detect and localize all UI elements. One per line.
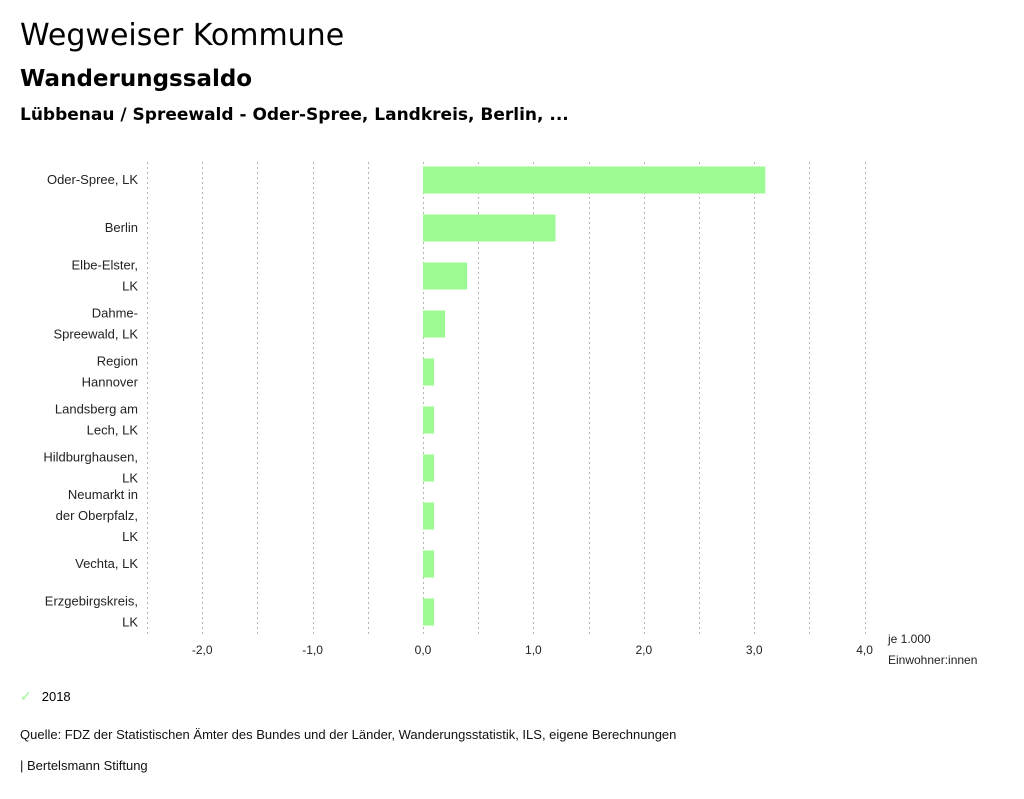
category-labels: Oder-Spree, LK Berlin Elbe-Elster, LK Dahme-… [43,172,138,630]
legend-label: 2018 [41,689,71,704]
bar[interactable] [423,598,435,626]
chart-subtitle: Wanderungssaldo [20,66,253,92]
x-tick-label: 0,0 [415,643,432,657]
bar[interactable] [423,262,468,290]
category-label: Vechta, LK [75,556,138,571]
bar[interactable] [423,166,766,194]
x-tick-label: -1,0 [302,643,323,657]
bar[interactable] [423,406,435,434]
x-tick-label: 1,0 [525,643,542,657]
bar[interactable] [423,310,446,338]
category-label: Hildburghausen, LK [43,450,138,486]
bar-chart: Oder-Spree, LK Berlin Elbe-Elster, LK Dahme-… [43,162,977,667]
x-axis-unit-label: je 1.000 Einwohner:innen [887,632,977,667]
credit-note: | Bertelsmann Stiftung [20,758,148,773]
bar[interactable] [423,214,556,242]
page-title: Wegweiser Kommune [20,18,345,53]
bar[interactable] [423,502,435,530]
bar[interactable] [423,454,435,482]
source-note: Quelle: FDZ der Statistischen Ämter des … [20,727,677,742]
x-tick-label: 4,0 [856,643,873,657]
bar[interactable] [423,550,435,578]
bar[interactable] [423,358,435,386]
legend-item-2018[interactable]: ✓ 2018 [20,688,71,705]
category-label: Elbe-Elster, LK [72,258,139,294]
bars [423,166,766,626]
region-context: Lübbenau / Spreewald - Oder-Spree, Landk… [20,105,569,125]
x-tick-labels: -2,0 -1,0 0,0 1,0 2,0 3,0 4,0 [192,643,873,657]
x-axis-label: je 1.000 Einwohner:innen [887,632,977,667]
category-label: Oder-Spree, LK [47,172,138,187]
check-icon: ✓ [20,688,32,704]
category-label: Landsberg am Lech, LK [55,402,138,438]
x-tick-label: 3,0 [746,643,763,657]
category-label: Erzgebirgskreis, LK [45,594,139,630]
category-label: Neumarkt in der Oberpfalz, LK [56,487,139,544]
category-label: Dahme-Spreewald, LK [53,306,138,342]
category-label: Region Hannover [82,354,139,390]
category-label: Berlin [105,220,138,235]
x-tick-label: 2,0 [635,643,652,657]
x-tick-label: -2,0 [192,643,213,657]
